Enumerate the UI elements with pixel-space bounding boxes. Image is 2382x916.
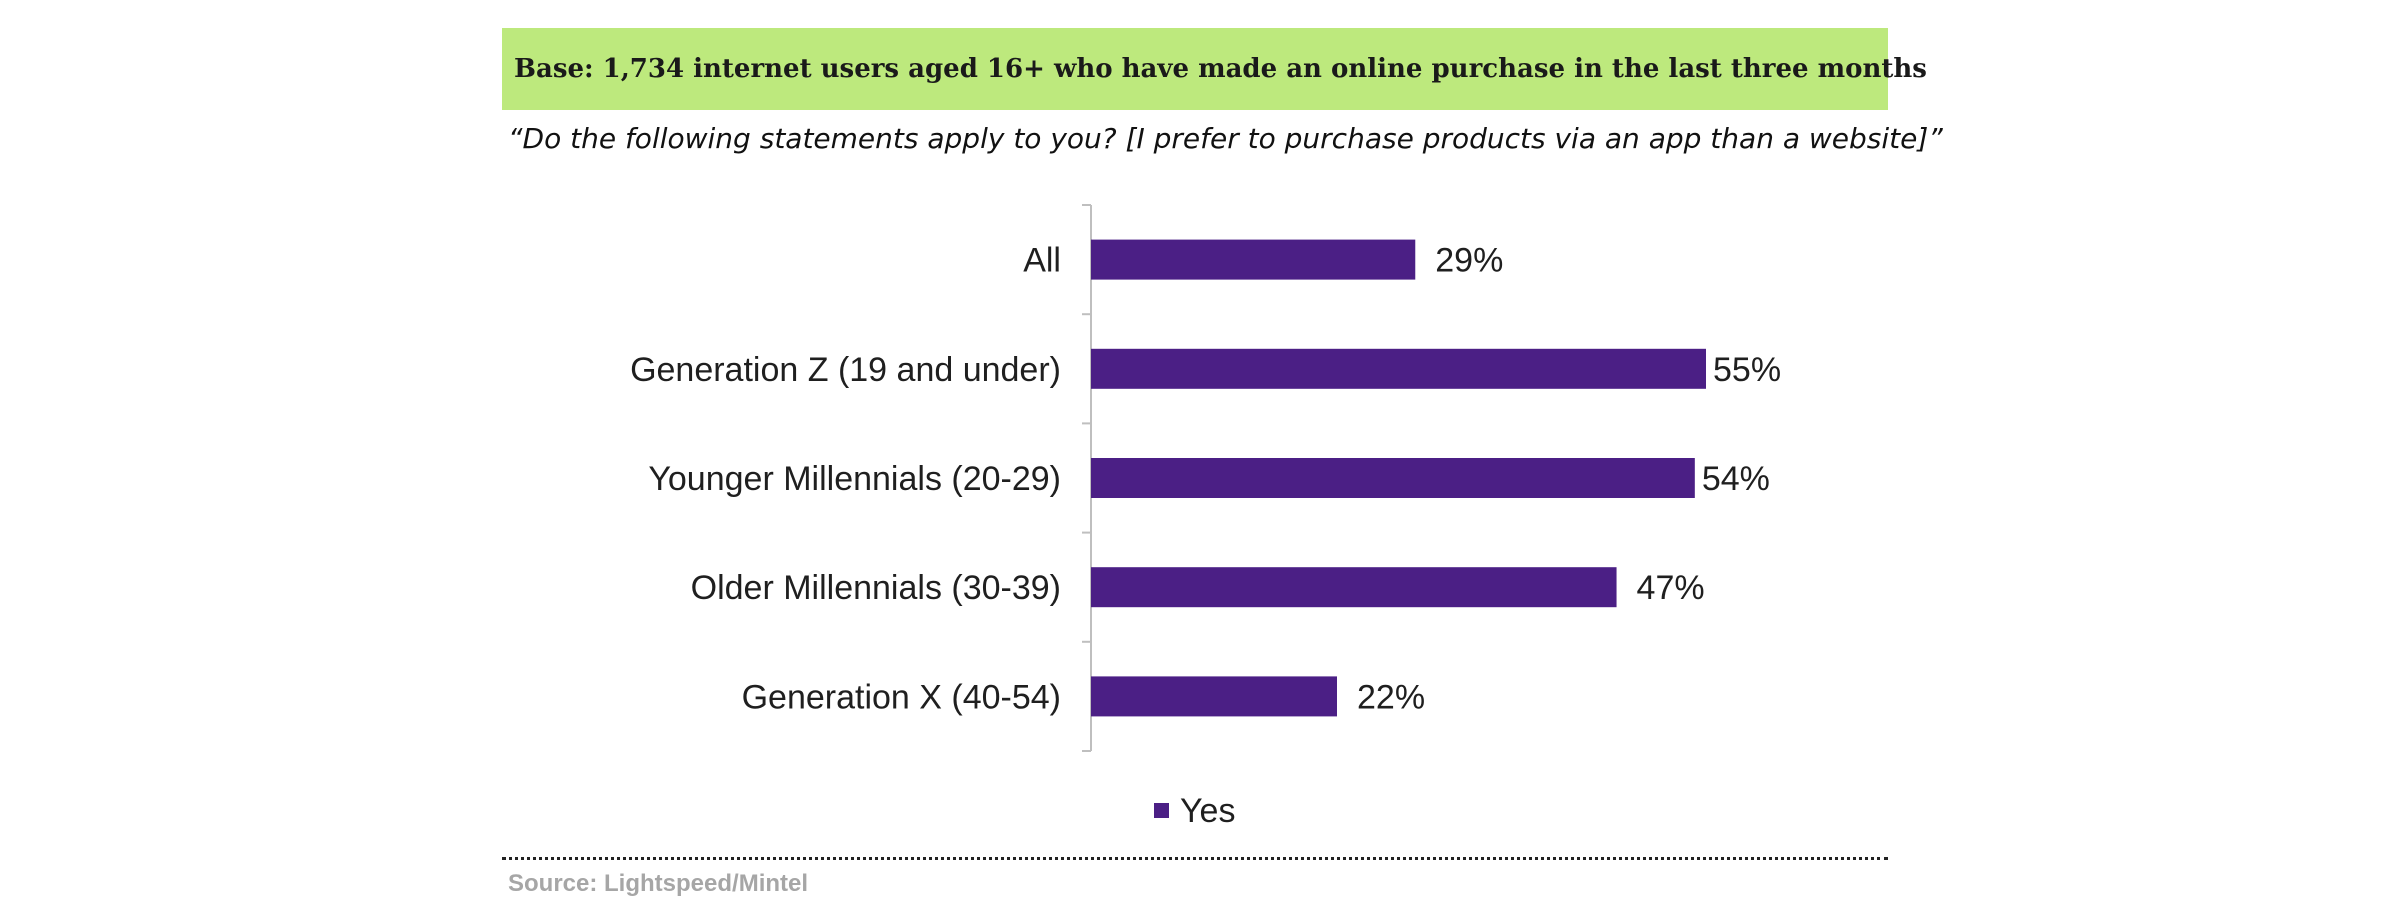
- legend-label: Yes: [1180, 792, 1235, 830]
- base-banner: Base: 1,734 internet users aged 16+ who …: [502, 28, 1927, 110]
- value-label: 29%: [1435, 242, 1503, 280]
- source-note: Source: Lightspeed/Mintel: [508, 870, 809, 897]
- value-label: 22%: [1357, 678, 1425, 716]
- category-label: Generation Z (19 and under): [630, 351, 1061, 389]
- bar-2: [1091, 348, 1706, 389]
- bar-4: [1091, 567, 1617, 608]
- chart-bars: [1091, 239, 1706, 717]
- category-label: Older Millennials (30-39): [691, 569, 1061, 607]
- value-label: 55%: [1713, 351, 1781, 389]
- bar-3: [1091, 458, 1695, 498]
- bar-1: [1091, 239, 1416, 280]
- chart-labels: All 29% Generation Z (19 and under) 55% Youn…: [630, 242, 1781, 717]
- divider-rule: [502, 857, 1888, 860]
- base-text: Base: 1,734 internet users aged 16+ who …: [514, 54, 1927, 84]
- category-label: Younger Millennials (20-29): [648, 460, 1061, 498]
- chart-legend: Yes: [1154, 792, 1235, 830]
- survey-question: “Do the following statements apply to yo…: [508, 122, 1943, 155]
- category-label: All: [1023, 242, 1061, 280]
- value-label: 47%: [1637, 569, 1705, 607]
- bar-5: [1091, 676, 1337, 717]
- value-label: 54%: [1702, 460, 1770, 498]
- chart-axis: [1082, 204, 1092, 752]
- category-label: Generation X (40-54): [742, 678, 1061, 716]
- legend-swatch: [1154, 803, 1169, 818]
